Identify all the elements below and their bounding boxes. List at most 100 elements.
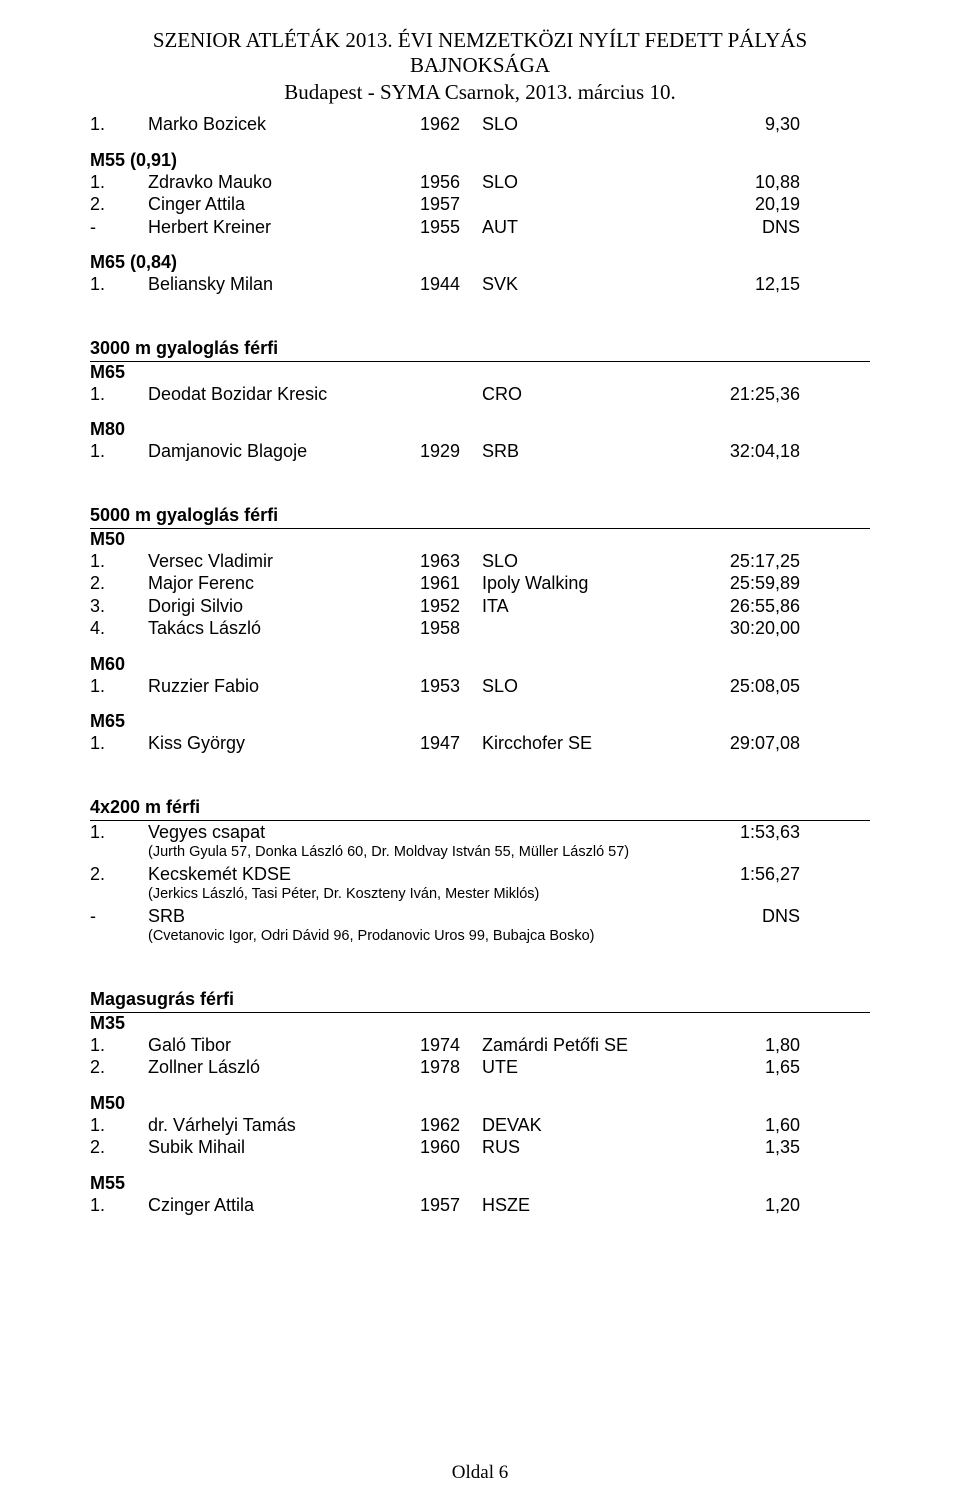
relay-row: 2. Kecskemét KDSE 1:56,27 <box>90 863 870 886</box>
page: SZENIOR ATLÉTÁK 2013. ÉVI NEMZETKÖZI NYÍ… <box>0 0 960 1502</box>
result-row: 1. Czinger Attila 1957 HSZE 1,20 <box>90 1194 870 1217</box>
result-row: 1. Galó Tibor 1974 Zamárdi Petőfi SE 1,8… <box>90 1034 870 1057</box>
result-row: 1. Marko Bozicek 1962 SLO 9,30 <box>90 113 870 136</box>
place: - <box>90 216 148 239</box>
group-label-m65-084: M65 (0,84) <box>90 252 870 273</box>
place: 1. <box>90 113 148 136</box>
club: AUT <box>482 216 692 239</box>
place: - <box>90 905 148 928</box>
result: 32:04,18 <box>692 440 870 463</box>
result-row: 4. Takács László 1958 30:20,00 <box>90 617 870 640</box>
year: 1962 <box>420 113 482 136</box>
result-row: 1. Deodat Bozidar Kresic CRO 21:25,36 <box>90 383 870 406</box>
event-heading-3000m-walk: 3000 m gyaloglás férfi <box>90 338 870 362</box>
athlete-name: Marko Bozicek <box>148 113 420 136</box>
year: 1957 <box>420 193 482 216</box>
group-label-m55-091: M55 (0,91) <box>90 150 870 171</box>
athlete-name: Ruzzier Fabio <box>148 675 420 698</box>
result-row: 1. Beliansky Milan 1944 SVK 12,15 <box>90 273 870 296</box>
athlete-name: Zollner László <box>148 1056 420 1079</box>
result-row: 1. dr. Várhelyi Tamás 1962 DEVAK 1,60 <box>90 1114 870 1137</box>
year: 1978 <box>420 1056 482 1079</box>
athlete-name: Takács László <box>148 617 420 640</box>
year: 1963 <box>420 550 482 573</box>
place: 1. <box>90 171 148 194</box>
year: 1961 <box>420 572 482 595</box>
result: 25:59,89 <box>692 572 870 595</box>
year: 1944 <box>420 273 482 296</box>
place: 1. <box>90 1034 148 1057</box>
year: 1952 <box>420 595 482 618</box>
relay-members: (Jurth Gyula 57, Donka László 60, Dr. Mo… <box>148 843 870 863</box>
page-footer: Oldal 6 <box>0 1462 960 1484</box>
group-label-m50: M50 <box>90 1093 870 1114</box>
place: 1. <box>90 440 148 463</box>
result: 10,88 <box>692 171 870 194</box>
club: Ipoly Walking <box>482 572 692 595</box>
club: SLO <box>482 550 692 573</box>
place: 2. <box>90 863 148 886</box>
result-row: 1. Versec Vladimir 1963 SLO 25:17,25 <box>90 550 870 573</box>
result-row: 1. Kiss György 1947 Kircchofer SE 29:07,… <box>90 732 870 755</box>
place: 1. <box>90 1194 148 1217</box>
club: HSZE <box>482 1194 692 1217</box>
result: 1,35 <box>692 1136 870 1159</box>
result-row: 2. Major Ferenc 1961 Ipoly Walking 25:59… <box>90 572 870 595</box>
team-name: Vegyes csapat <box>148 821 692 844</box>
result-row: 1. Damjanovic Blagoje 1929 SRB 32:04,18 <box>90 440 870 463</box>
athlete-name: Versec Vladimir <box>148 550 420 573</box>
athlete-name: Damjanovic Blagoje <box>148 440 420 463</box>
result: 12,15 <box>692 273 870 296</box>
club: SLO <box>482 675 692 698</box>
place: 1. <box>90 550 148 573</box>
club: SRB <box>482 440 692 463</box>
place: 2. <box>90 1056 148 1079</box>
athlete-name: Herbert Kreiner <box>148 216 420 239</box>
result: 1,65 <box>692 1056 870 1079</box>
team-name: Kecskemét KDSE <box>148 863 692 886</box>
year: 1960 <box>420 1136 482 1159</box>
page-subtitle: Budapest - SYMA Csarnok, 2013. március 1… <box>90 80 870 105</box>
club: Kircchofer SE <box>482 732 692 755</box>
year: 1974 <box>420 1034 482 1057</box>
group-label-m50: M50 <box>90 529 870 550</box>
result: 30:20,00 <box>692 617 870 640</box>
group-label-m35: M35 <box>90 1013 870 1034</box>
result-row: - Herbert Kreiner 1955 AUT DNS <box>90 216 870 239</box>
year: 1958 <box>420 617 482 640</box>
place: 1. <box>90 732 148 755</box>
year: 1955 <box>420 216 482 239</box>
group-label-m65: M65 <box>90 362 870 383</box>
club: SLO <box>482 113 692 136</box>
club: SLO <box>482 171 692 194</box>
result: 26:55,86 <box>692 595 870 618</box>
event-heading-4x200m: 4x200 m férfi <box>90 797 870 821</box>
team-name: SRB <box>148 905 692 928</box>
result: 21:25,36 <box>692 383 870 406</box>
club: SVK <box>482 273 692 296</box>
result-row: 2. Zollner László 1978 UTE 1,65 <box>90 1056 870 1079</box>
result: 1,60 <box>692 1114 870 1137</box>
year: 1956 <box>420 171 482 194</box>
club <box>482 193 692 216</box>
result-row: 2. Cinger Attila 1957 20,19 <box>90 193 870 216</box>
year: 1947 <box>420 732 482 755</box>
athlete-name: Kiss György <box>148 732 420 755</box>
result: 25:17,25 <box>692 550 870 573</box>
result-row: 2. Subik Mihail 1960 RUS 1,35 <box>90 1136 870 1159</box>
place: 4. <box>90 617 148 640</box>
club: RUS <box>482 1136 692 1159</box>
group-label-m65: M65 <box>90 711 870 732</box>
place: 1. <box>90 821 148 844</box>
group-label-m80: M80 <box>90 419 870 440</box>
athlete-name: Deodat Bozidar Kresic <box>148 383 420 406</box>
place: 1. <box>90 1114 148 1137</box>
result: 1,20 <box>692 1194 870 1217</box>
athlete-name: Zdravko Mauko <box>148 171 420 194</box>
result: DNS <box>692 905 870 928</box>
result: 1:56,27 <box>692 863 870 886</box>
athlete-name: dr. Várhelyi Tamás <box>148 1114 420 1137</box>
result: 9,30 <box>692 113 870 136</box>
result: 29:07,08 <box>692 732 870 755</box>
year: 1957 <box>420 1194 482 1217</box>
